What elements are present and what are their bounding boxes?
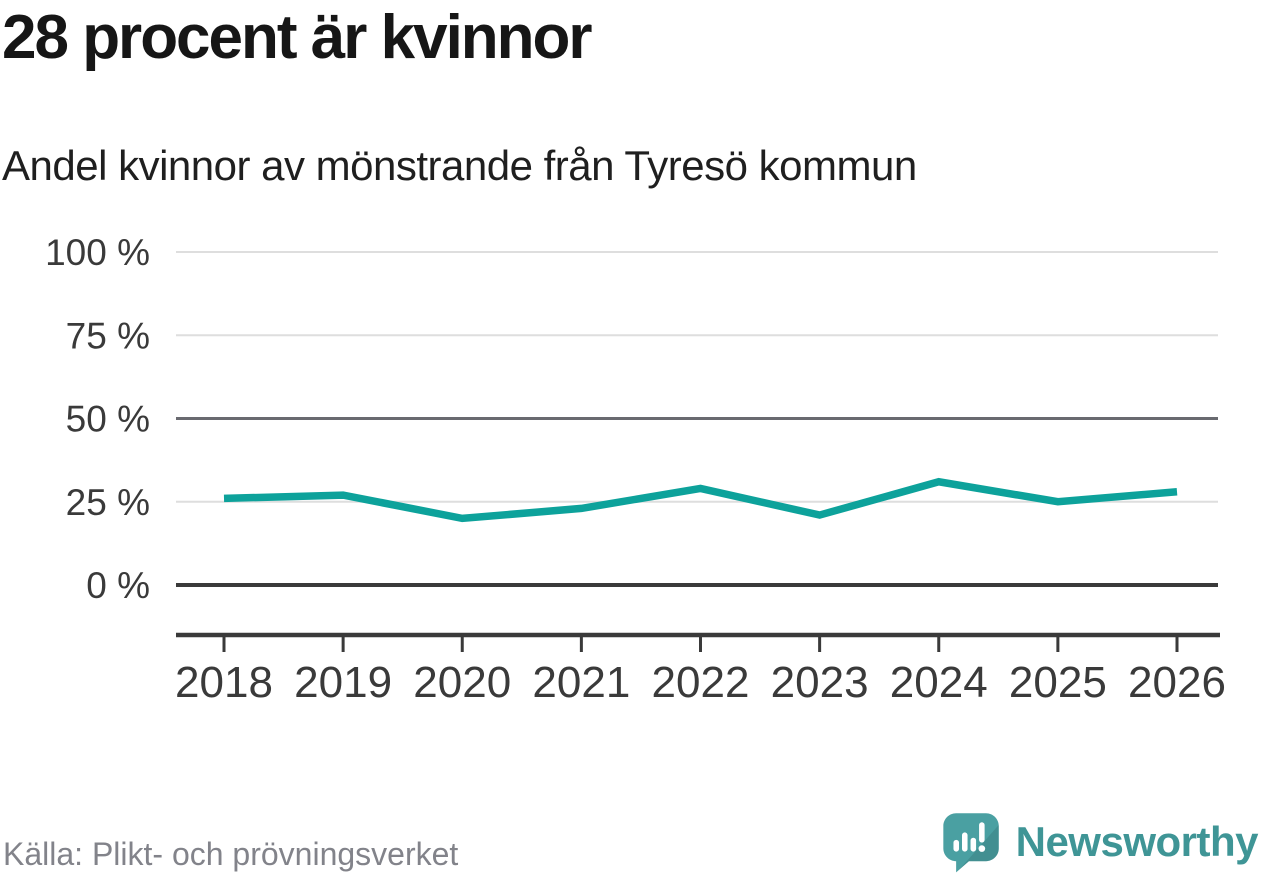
y-tick-label: 50 % <box>66 399 150 440</box>
chart-subtitle: Andel kvinnor av mönstrande från Tyresö … <box>2 142 917 189</box>
logo-bubble-shade <box>956 824 999 872</box>
x-tick-label-2026: 2026 <box>1128 658 1226 707</box>
y-tick-label: 100 % <box>45 232 150 273</box>
source-text: Källa: Plikt- och prövningsverket <box>3 836 459 872</box>
logo-barchart-icon <box>953 822 985 852</box>
x-tick-label-2022: 2022 <box>652 658 750 707</box>
y-tick-label: 25 % <box>66 482 150 523</box>
data-line-Andel kvinnor av mönstrande <box>223 477 1178 523</box>
x-tick-label-2023: 2023 <box>771 658 869 707</box>
y-tick-label: 0 % <box>86 565 150 606</box>
x-tick-label-2021: 2021 <box>532 658 630 707</box>
x-tick-label-2019: 2019 <box>294 658 392 707</box>
x-tick-label-2025: 2025 <box>1009 658 1107 707</box>
newsworthy-logo: Newsworthy <box>938 810 1259 874</box>
x-tick-label-2024: 2024 <box>890 658 988 707</box>
page-title: 28 procent är kvinnor <box>2 3 593 72</box>
newsworthy-logo-icon <box>942 813 999 873</box>
x-tick-label-2018: 2018 <box>175 658 273 707</box>
y-tick-label: 75 % <box>66 315 150 356</box>
newsworthy-wordmark: Newsworthy <box>1015 818 1259 865</box>
x-tick-label-2020: 2020 <box>413 658 511 707</box>
